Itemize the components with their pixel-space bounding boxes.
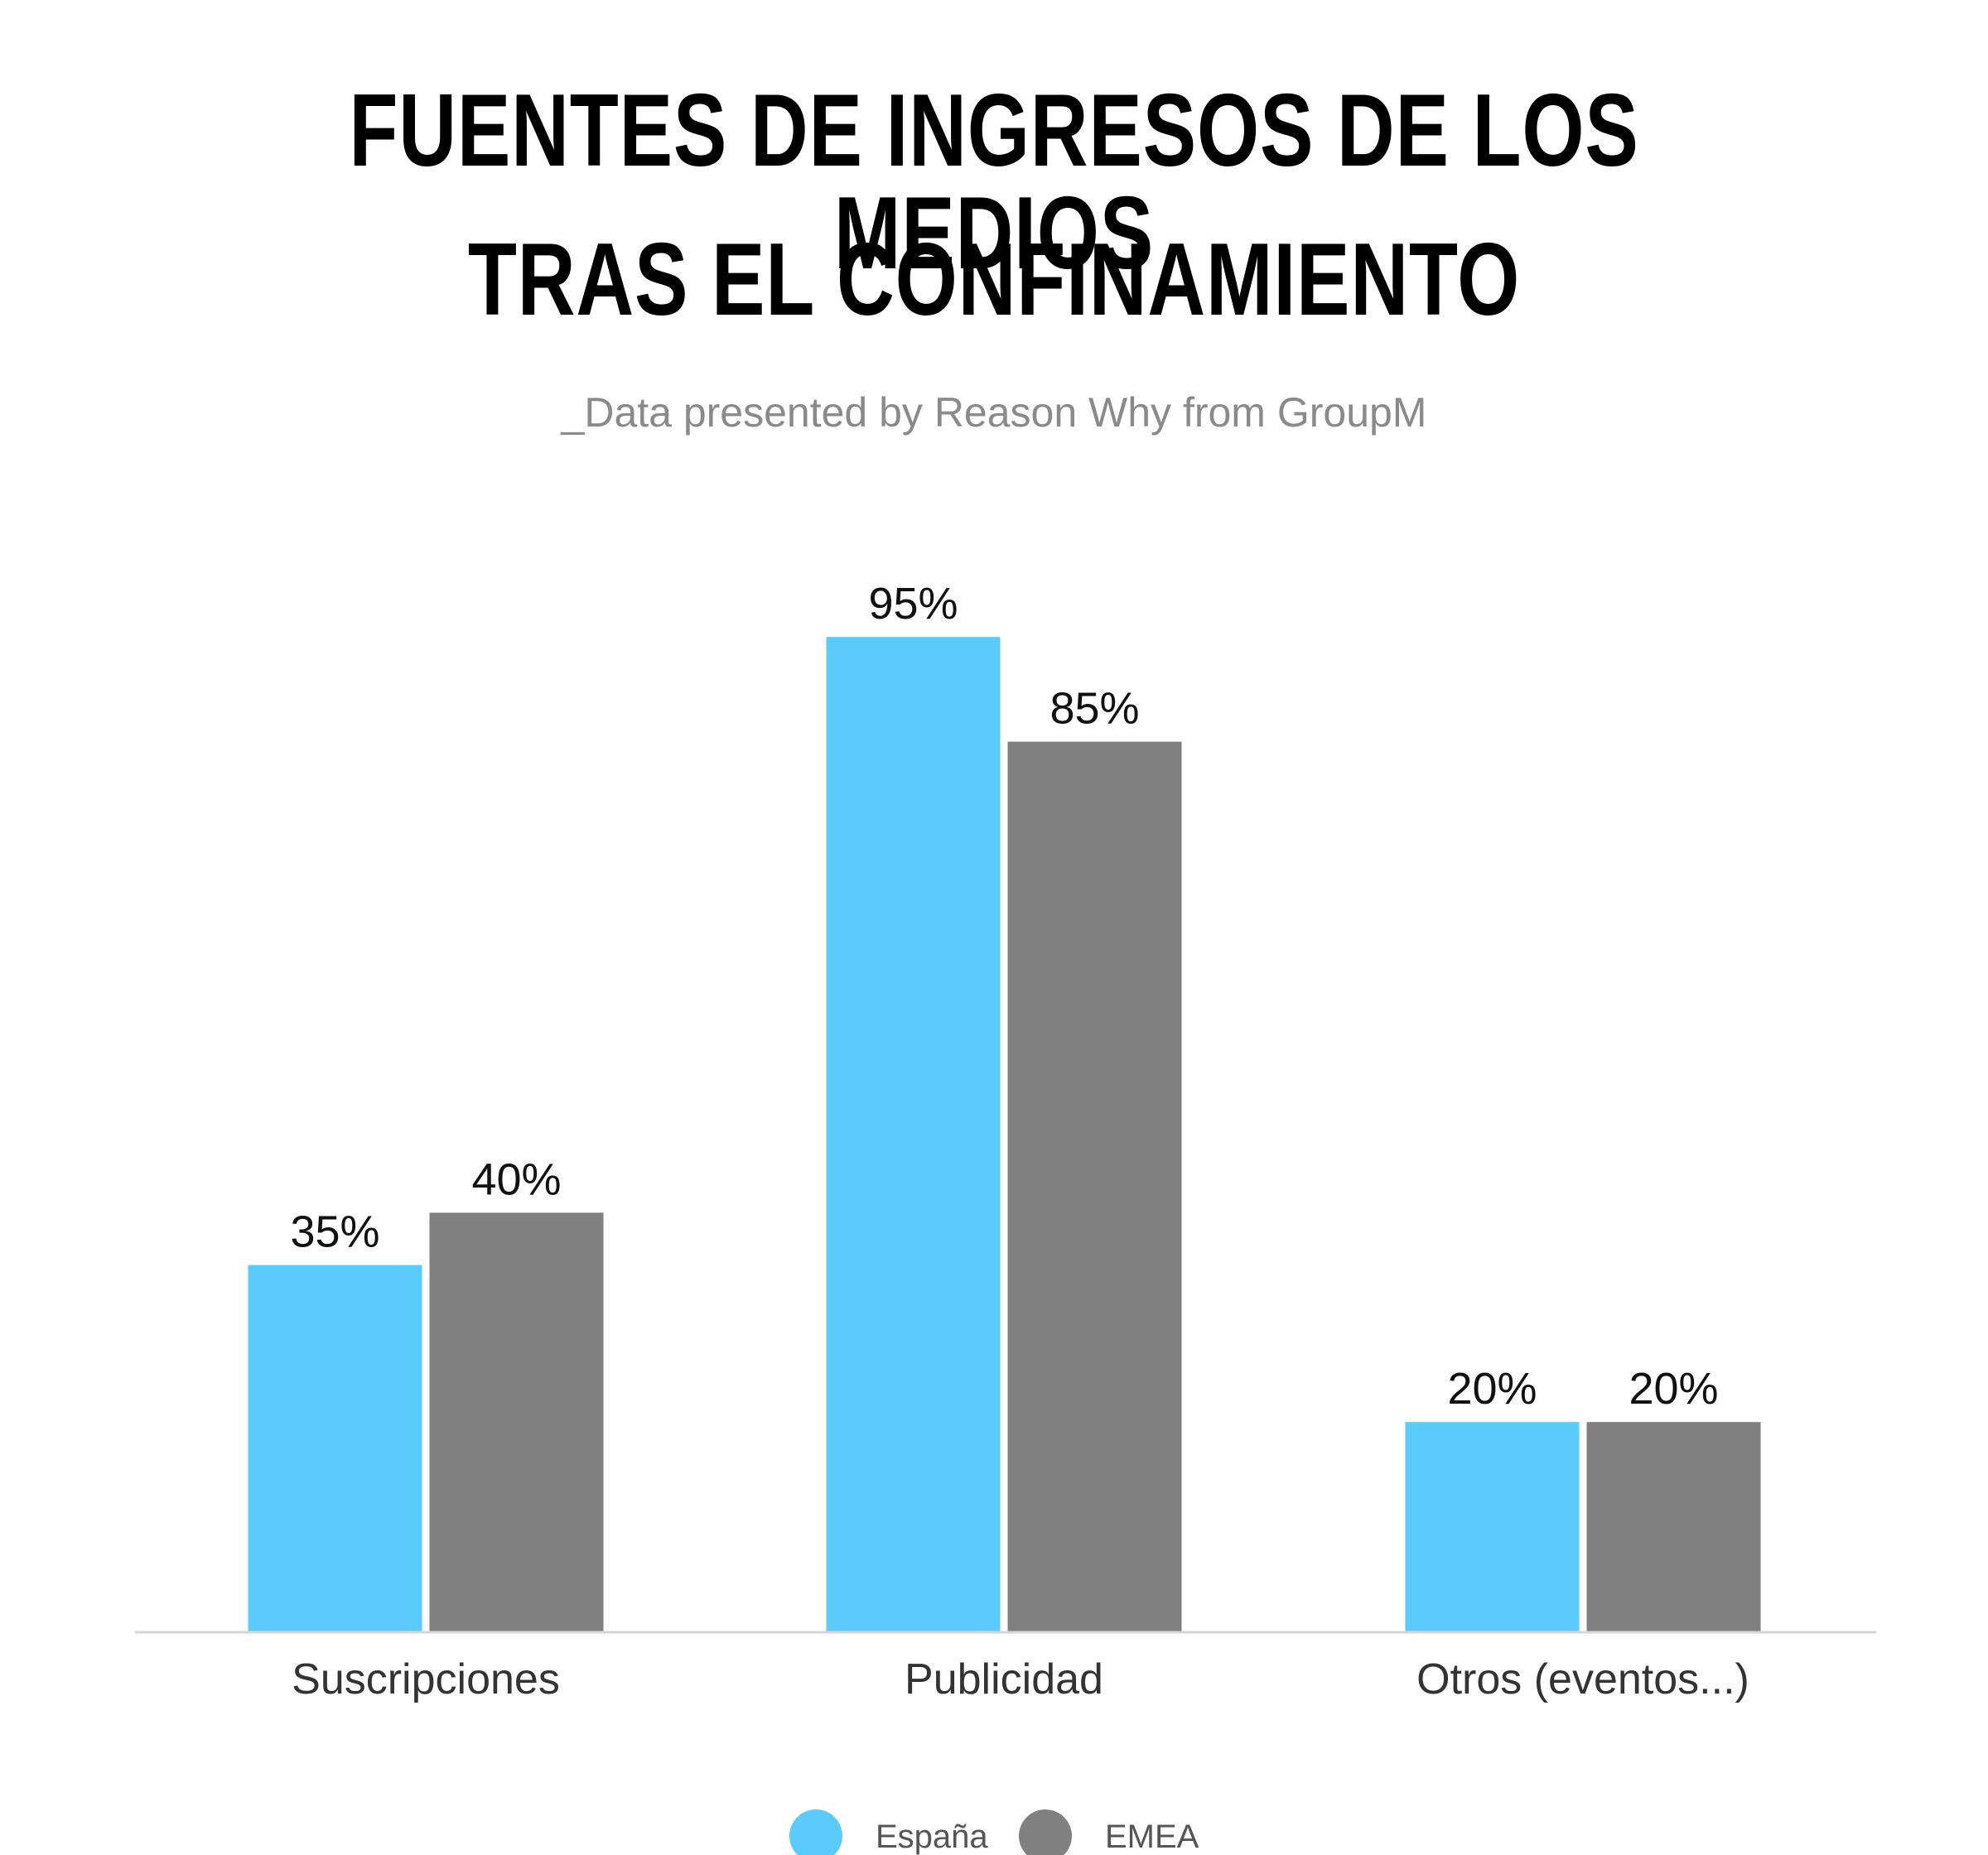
data-label: 20% bbox=[1447, 1364, 1537, 1414]
chart-subtitle: _Data presented by Reason Why from Group… bbox=[561, 389, 1427, 436]
data-label: 40% bbox=[471, 1154, 561, 1204]
data-label: 20% bbox=[1629, 1364, 1718, 1414]
bar-emea-1 bbox=[429, 1212, 604, 1631]
data-label: 85% bbox=[1049, 684, 1139, 734]
bar-emea-3 bbox=[1586, 1422, 1761, 1631]
chart-title-line-2: TRAS EL CONFINAMIENTO bbox=[467, 223, 1521, 337]
category-label: Otros (eventos...) bbox=[1416, 1655, 1749, 1703]
legend-swatch-españa bbox=[789, 1809, 842, 1855]
data-label: 95% bbox=[868, 579, 958, 629]
bar-españa-3 bbox=[1405, 1422, 1580, 1631]
chart-title-line-1: FUENTES DE INGRESOS DE LOS MEDIOS bbox=[349, 74, 1639, 291]
category-label: Suscripciones bbox=[292, 1655, 560, 1703]
legend-label: España bbox=[876, 1819, 988, 1855]
bar-españa-1 bbox=[248, 1265, 422, 1631]
bar-emea-2 bbox=[1007, 741, 1182, 1631]
legend-label: EMEA bbox=[1105, 1819, 1199, 1855]
bar-españa-2 bbox=[826, 637, 1001, 1632]
category-label: Publicidad bbox=[905, 1655, 1103, 1703]
legend-swatch-emea bbox=[1019, 1809, 1072, 1855]
data-label: 35% bbox=[290, 1207, 379, 1257]
